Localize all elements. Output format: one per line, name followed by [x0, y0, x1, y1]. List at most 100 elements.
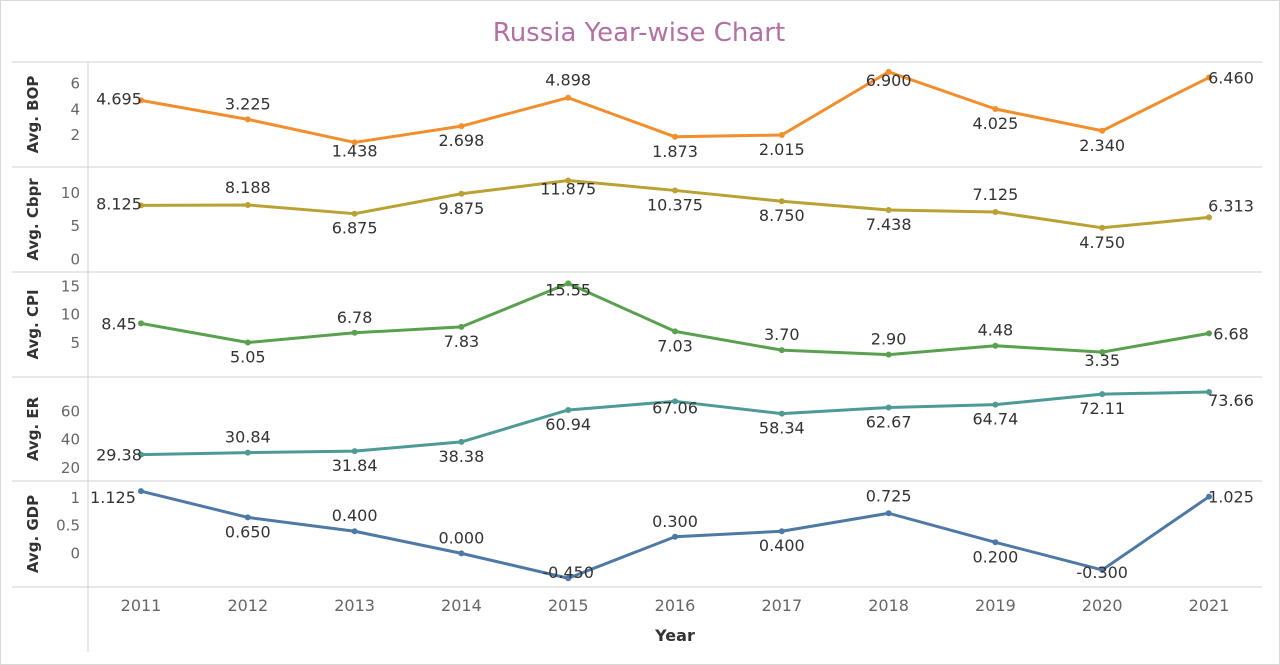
x-axis-title: Year	[654, 626, 695, 645]
data-point	[458, 123, 465, 130]
data-label: 6.875	[332, 219, 378, 238]
data-point	[458, 550, 465, 557]
data-point	[244, 514, 251, 521]
x-tick-label: 2019	[975, 596, 1016, 615]
chart-title: Russia Year-wise Chart	[492, 18, 786, 48]
row-label-1: Avg. Cbpr	[24, 178, 42, 261]
data-point	[778, 410, 785, 417]
data-point	[1206, 214, 1212, 221]
y-tick-label: 5	[70, 334, 80, 352]
data-point	[138, 97, 144, 104]
x-tick-label: 2011	[121, 596, 162, 615]
data-point	[458, 323, 465, 330]
data-label: 4.750	[1079, 233, 1125, 252]
data-label: 38.38	[438, 447, 484, 466]
data-point	[565, 280, 572, 287]
data-point	[138, 202, 144, 209]
data-label: 0.300	[652, 512, 698, 531]
y-tick-label: 5	[70, 217, 80, 235]
data-point	[778, 347, 785, 354]
data-point	[244, 116, 251, 123]
data-point	[672, 533, 678, 540]
x-tick-label: 2016	[655, 596, 696, 615]
data-label: 62.67	[866, 413, 912, 432]
y-tick-label: 0	[70, 250, 80, 268]
data-label: 7.125	[972, 185, 1018, 204]
y-tick-label: 1	[70, 489, 80, 507]
data-label: 1.438	[332, 141, 378, 160]
series-line-0	[140, 70, 1210, 144]
data-point	[138, 320, 144, 327]
data-label: 6.68	[1213, 324, 1249, 343]
y-tick-label: 10	[61, 184, 80, 202]
data-point	[351, 329, 358, 336]
data-label: 31.84	[332, 456, 378, 475]
data-label: 10.375	[647, 195, 703, 214]
x-tick-label: 2014	[441, 596, 482, 615]
data-label: 1.873	[652, 142, 698, 161]
x-tick-label: 2017	[761, 596, 802, 615]
data-label: 2.698	[438, 131, 484, 150]
data-label: 0.650	[225, 522, 271, 541]
data-point	[1206, 74, 1212, 81]
data-point	[565, 177, 572, 184]
data-point	[1206, 330, 1212, 337]
x-tick-label: 2020	[1082, 596, 1123, 615]
data-label: 3.225	[225, 94, 271, 113]
data-point	[885, 206, 892, 213]
data-label: 67.06	[652, 398, 698, 417]
data-point	[351, 210, 358, 217]
data-label: 7.03	[657, 336, 693, 355]
x-tick-label: 2012	[227, 596, 268, 615]
data-label: 0.400	[759, 536, 805, 555]
data-label: -0.300	[1076, 563, 1128, 582]
data-label: 2.015	[759, 140, 805, 159]
data-label: 0.725	[866, 486, 912, 505]
data-label: 58.34	[759, 419, 805, 438]
data-label: 6.313	[1208, 196, 1254, 215]
data-point	[672, 187, 678, 194]
y-tick-label: 4	[70, 100, 80, 118]
data-point	[992, 401, 999, 408]
x-tick-label: 2021	[1189, 596, 1230, 615]
data-label: 11.875	[540, 179, 596, 198]
data-point	[244, 339, 251, 346]
data-label: 6.78	[337, 308, 373, 327]
data-label: 9.875	[438, 199, 484, 218]
y-tick-label: 10	[61, 306, 80, 324]
data-label: 60.94	[545, 415, 591, 434]
data-label: 64.74	[972, 410, 1018, 429]
data-point	[778, 198, 785, 205]
data-point	[1099, 566, 1106, 573]
x-tick-label: 2018	[868, 596, 909, 615]
row-label-2: Avg. CPI	[24, 289, 42, 359]
data-point	[565, 575, 572, 582]
data-point	[351, 139, 358, 146]
data-point	[885, 68, 892, 75]
data-label: 5.05	[230, 348, 266, 367]
data-point	[992, 209, 999, 216]
x-tick-label: 2013	[334, 596, 375, 615]
data-point	[778, 131, 785, 138]
data-point	[244, 449, 251, 456]
data-point	[1099, 127, 1106, 134]
data-point	[1099, 349, 1106, 356]
data-point	[1099, 224, 1106, 231]
data-point	[672, 398, 678, 405]
data-point	[778, 528, 785, 535]
data-point	[458, 190, 465, 197]
data-label: 6.460	[1208, 69, 1254, 88]
y-tick-label: 20	[61, 459, 80, 477]
data-point	[885, 510, 892, 517]
data-label: 72.11	[1079, 399, 1125, 418]
data-point	[565, 406, 572, 413]
data-label: 7.83	[444, 332, 480, 351]
data-label: 3.35	[1084, 351, 1120, 370]
data-label: 29.38	[96, 446, 142, 465]
data-label: 1.025	[1208, 488, 1254, 507]
data-label: 6.900	[866, 71, 912, 90]
data-point	[672, 328, 678, 335]
data-label: 0.400	[332, 506, 378, 525]
